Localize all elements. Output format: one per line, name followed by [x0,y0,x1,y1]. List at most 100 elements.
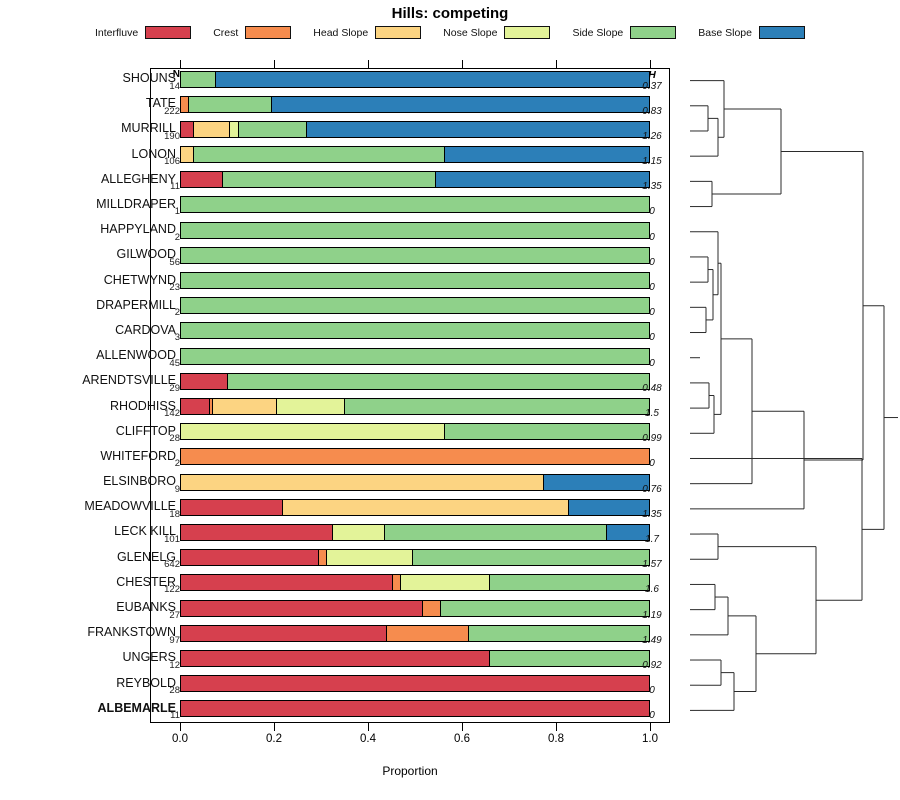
bar-segment-side-slope [181,348,649,364]
legend-swatch [758,26,805,39]
h-value: 1.26 [642,130,662,142]
bar-segment-base-slope [307,121,649,137]
bar-segment-side-slope [181,298,649,314]
bar-segment-side-slope [489,575,649,591]
bar-segment-base-slope [272,96,649,112]
chart-row: ALLENWOOD 45 0 [96,345,670,370]
y-axis-category-label: CHESTER [116,574,176,589]
h-column-header: H [648,69,656,81]
n-value: 2 [174,231,180,243]
n-value: 23 [169,282,180,294]
n-value: 28 [169,433,180,445]
bar-segment-interfluve [181,172,224,188]
n-value: 3 [174,332,180,344]
h-value: 1.49 [642,634,662,646]
x-axis-tick-label: 0.8 [548,733,564,745]
n-value: 12 [169,659,180,671]
bar-segment-side-slope [181,247,649,263]
bar-segment-base-slope [569,499,649,515]
chart-row: CHESTER 122 1.6 [116,572,670,597]
x-axis-tick [556,723,557,731]
n-value: 106 [164,156,180,168]
bar-segment-interfluve [181,701,649,717]
y-axis-category-label: ALBEMARLE [97,700,176,715]
y-axis-category-label: DRAPERMILL [96,297,176,312]
n-value: 642 [164,559,180,571]
x-axis-tick-label: 0.6 [454,733,470,745]
y-axis-category-label: MURRILL [121,121,176,136]
stacked-bar [180,649,650,667]
y-axis-category-label: ELSINBORO [103,474,176,489]
x-axis-tick-label: 1.0 [642,733,658,745]
n-value: 1 [174,206,180,218]
bar-segment-interfluve [181,650,490,666]
h-value: 0 [649,307,655,319]
bar-segment-interfluve [181,524,334,540]
bar-segment-interfluve [181,625,387,641]
bar-segment-base-slope [436,172,649,188]
legend-item-nose-slope: Nose Slope [443,26,551,39]
stacked-bar [180,473,650,491]
y-axis-category-label: MILLDRAPER [96,196,176,211]
bar-segment-crest [319,550,327,566]
h-value: 1.57 [642,559,662,571]
bar-segment-head-slope [283,499,570,515]
chart-row: RHODHISS 142 1.5 [110,396,670,421]
chart-row: REYBOLD 28 0 [116,673,670,698]
stacked-bar [180,574,650,592]
x-axis-tick [274,60,275,68]
n-value: 11 [170,710,180,722]
stacked-bar [180,372,650,390]
bar-segment-interfluve [181,121,194,137]
bar-segment-side-slope [181,197,649,213]
y-axis-category-label: GLENELG [116,549,176,564]
stacked-bar [180,624,650,642]
bar-segment-base-slope [216,71,649,87]
hierarchical-cluster-dendrogram [676,68,900,723]
legend-item-base-slope: Base Slope [698,26,805,39]
h-value: 0.37 [642,80,662,92]
legend-item-side-slope: Side Slope [572,26,677,39]
bar-segment-crest [181,96,190,112]
bar-segment-base-slope [445,147,649,163]
stacked-bar [180,246,650,264]
h-value: 0 [649,206,655,218]
chart-row: CHETWYND 23 0 [104,270,670,295]
h-value: 1.15 [642,156,662,168]
x-axis-tick [274,723,275,731]
bar-segment-side-slope [412,550,649,566]
stacked-bar [180,146,650,164]
x-axis-tick [180,723,181,731]
legend-item-crest: Crest [213,26,292,39]
chart-row: ALBEMARLE 11 0 [98,698,670,723]
x-axis-tick [180,60,181,68]
chart-row: ELSINBORO 9 0.76 [103,471,670,496]
bar-segment-side-slope [468,625,649,641]
h-value: 0 [649,332,655,344]
stacked-bar [180,700,650,718]
stacked-bar [180,297,650,315]
x-axis-ticks-bottom [150,723,670,731]
stacked-bar [180,221,650,239]
stacked-bar [180,347,650,365]
stacked-bar [180,498,650,516]
stacked-bar [180,272,650,290]
bar-segment-crest [392,575,401,591]
stacked-bar [180,523,650,541]
h-value: 1.35 [642,181,662,193]
h-value: 0.99 [642,433,662,445]
h-value: 0 [649,710,655,722]
y-axis-category-label: TATE [145,96,176,111]
h-value: 0 [649,357,655,369]
x-axis-tick [368,60,369,68]
bar-segment-nose-slope [181,424,446,440]
y-axis-category-label: FRANKSTOWN [87,625,176,640]
n-column-header: N [172,69,180,80]
chart-row: ARENDTSVILLE 29 0.48 [82,370,670,395]
legend-item-interfluve: Interfluve [95,26,192,39]
bar-segment-side-slope [239,121,308,137]
h-value: 1.19 [642,609,662,621]
chart-row: LONON 106 1.15 [132,144,670,169]
n-value: 14 [169,80,180,92]
stacked-bar [180,171,650,189]
